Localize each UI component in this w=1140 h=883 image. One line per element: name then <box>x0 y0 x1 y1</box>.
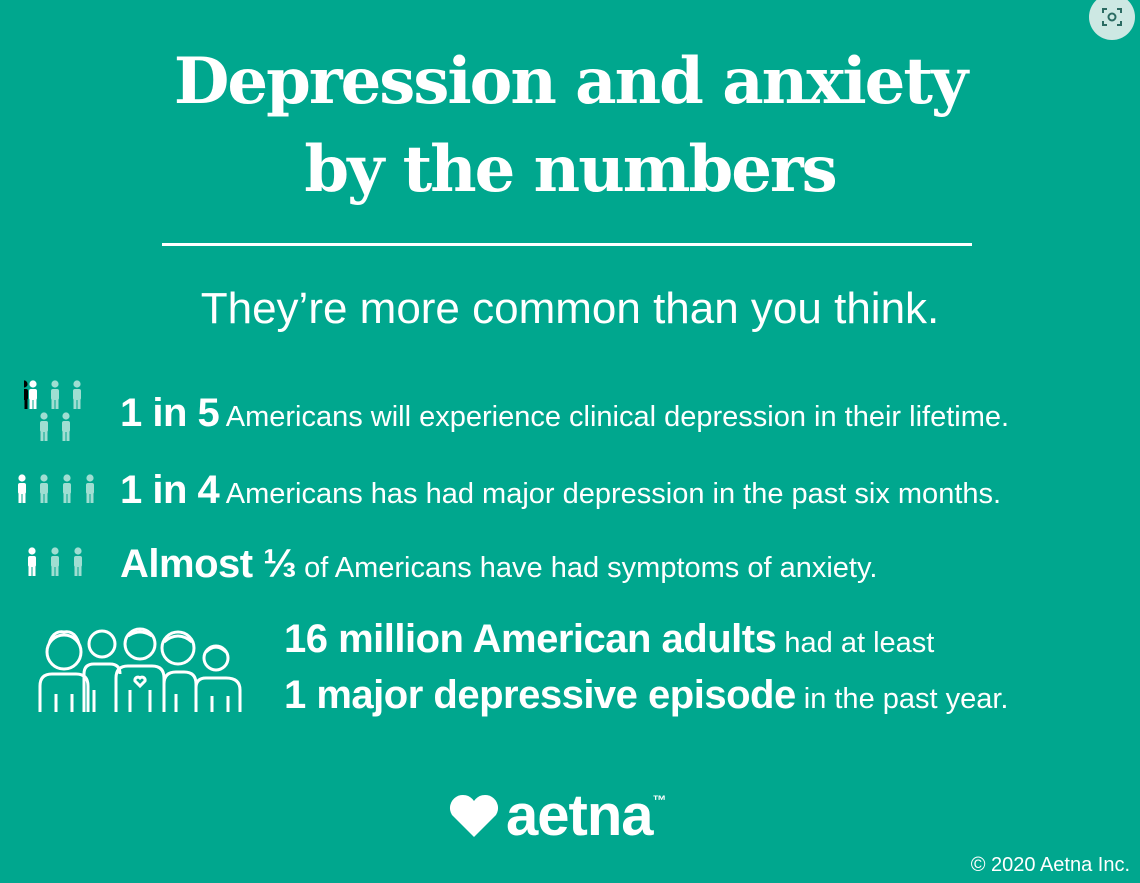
copyright: © 2020 Aetna Inc. <box>970 854 1130 876</box>
adults-text-1: had at least <box>784 627 935 659</box>
title-line-1: Depression and anxiety <box>173 44 968 119</box>
person-icon <box>24 380 28 409</box>
page-title: Depression and anxiety by the numbers <box>0 38 1140 214</box>
adults-text-2: in the past year. <box>803 683 1009 715</box>
adults-highlight-2: 1 major depressive episode <box>284 673 796 717</box>
stat-almost-one-third: Almost ⅓ of Americans have had symptoms … <box>120 544 877 588</box>
stat-text: Americans will experience clinical depre… <box>225 401 1010 433</box>
people-row-icon <box>28 547 82 576</box>
stat-1-in-4: 1 in 4 Americans has had major depressio… <box>120 470 1001 514</box>
trademark: ™ <box>652 792 667 808</box>
family-group-icon <box>38 627 242 712</box>
adults-highlight-1: 16 million American adults <box>284 617 777 661</box>
stat-1-in-5: 1 in 5 Americans will experience clinica… <box>120 393 1009 437</box>
subtitle: They’re more common than you think. <box>200 284 940 333</box>
stat-text: of Americans have had symptoms of anxiet… <box>304 552 878 584</box>
logo-wordmark: aetna <box>506 783 654 848</box>
stat-highlight: 1 in 5 <box>120 391 220 435</box>
adults-stat-line-1: 16 million American adults had at least <box>284 616 934 666</box>
heart-icon <box>449 794 499 837</box>
stat-highlight: 1 in 4 <box>120 468 220 512</box>
divider <box>162 243 972 246</box>
screenshot-button[interactable] <box>1089 0 1135 40</box>
people-row-icon <box>18 474 94 503</box>
stat-text: Americans has had major depression in th… <box>225 478 1002 510</box>
screenshot-icon <box>1102 8 1122 26</box>
stat-highlight: Almost ⅓ <box>120 542 297 586</box>
people-group-icon <box>24 380 81 441</box>
title-line-2: by the numbers <box>304 132 837 207</box>
adults-stat-line-2: 1 major depressive episode in the past y… <box>284 672 1009 722</box>
aetna-logo: aetna ™ <box>448 786 667 846</box>
